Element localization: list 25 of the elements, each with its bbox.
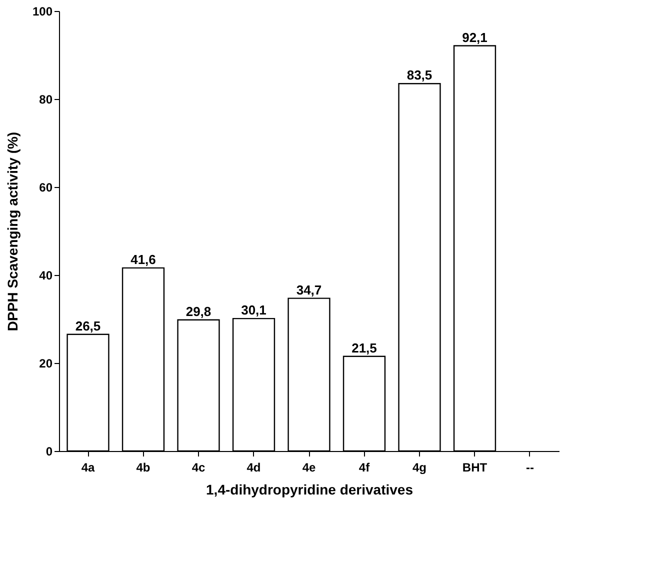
data-label: 21,5 xyxy=(352,340,377,356)
data-label: 83,5 xyxy=(406,68,432,83)
data-label: 34,7 xyxy=(296,282,322,298)
data-label: 41,6 xyxy=(130,252,156,267)
x-tick-label: 4a xyxy=(81,460,95,474)
x-tick-label: -- xyxy=(526,460,534,474)
x-tick-label: 4g xyxy=(412,460,427,474)
x-tick-label: 4c xyxy=(192,460,206,474)
x-tick-label: 4f xyxy=(358,460,371,474)
x-tick-label: 4d xyxy=(246,460,261,474)
x-tick-label: BHT xyxy=(462,460,488,474)
y-tick-label: 100 xyxy=(32,4,53,18)
x-tick-label: 4b xyxy=(136,460,150,474)
data-label: 29,8 xyxy=(186,304,212,319)
y-tick-label: 60 xyxy=(39,180,53,194)
y-tick-label: 0 xyxy=(46,444,53,458)
data-label: 30,1 xyxy=(241,302,266,318)
y-tick-label: 80 xyxy=(39,92,53,106)
data-label: 92,1 xyxy=(462,30,488,45)
y-axis-title: DPPH Scavenging activity (%) xyxy=(4,132,20,332)
y-tick-label: 20 xyxy=(39,356,53,370)
x-tick-label: 4e xyxy=(302,460,316,474)
x-axis-title: 1,4-dihydropyridine derivatives xyxy=(206,482,414,498)
data-label: 26,5 xyxy=(75,318,101,334)
y-tick-label: 40 xyxy=(39,268,53,282)
